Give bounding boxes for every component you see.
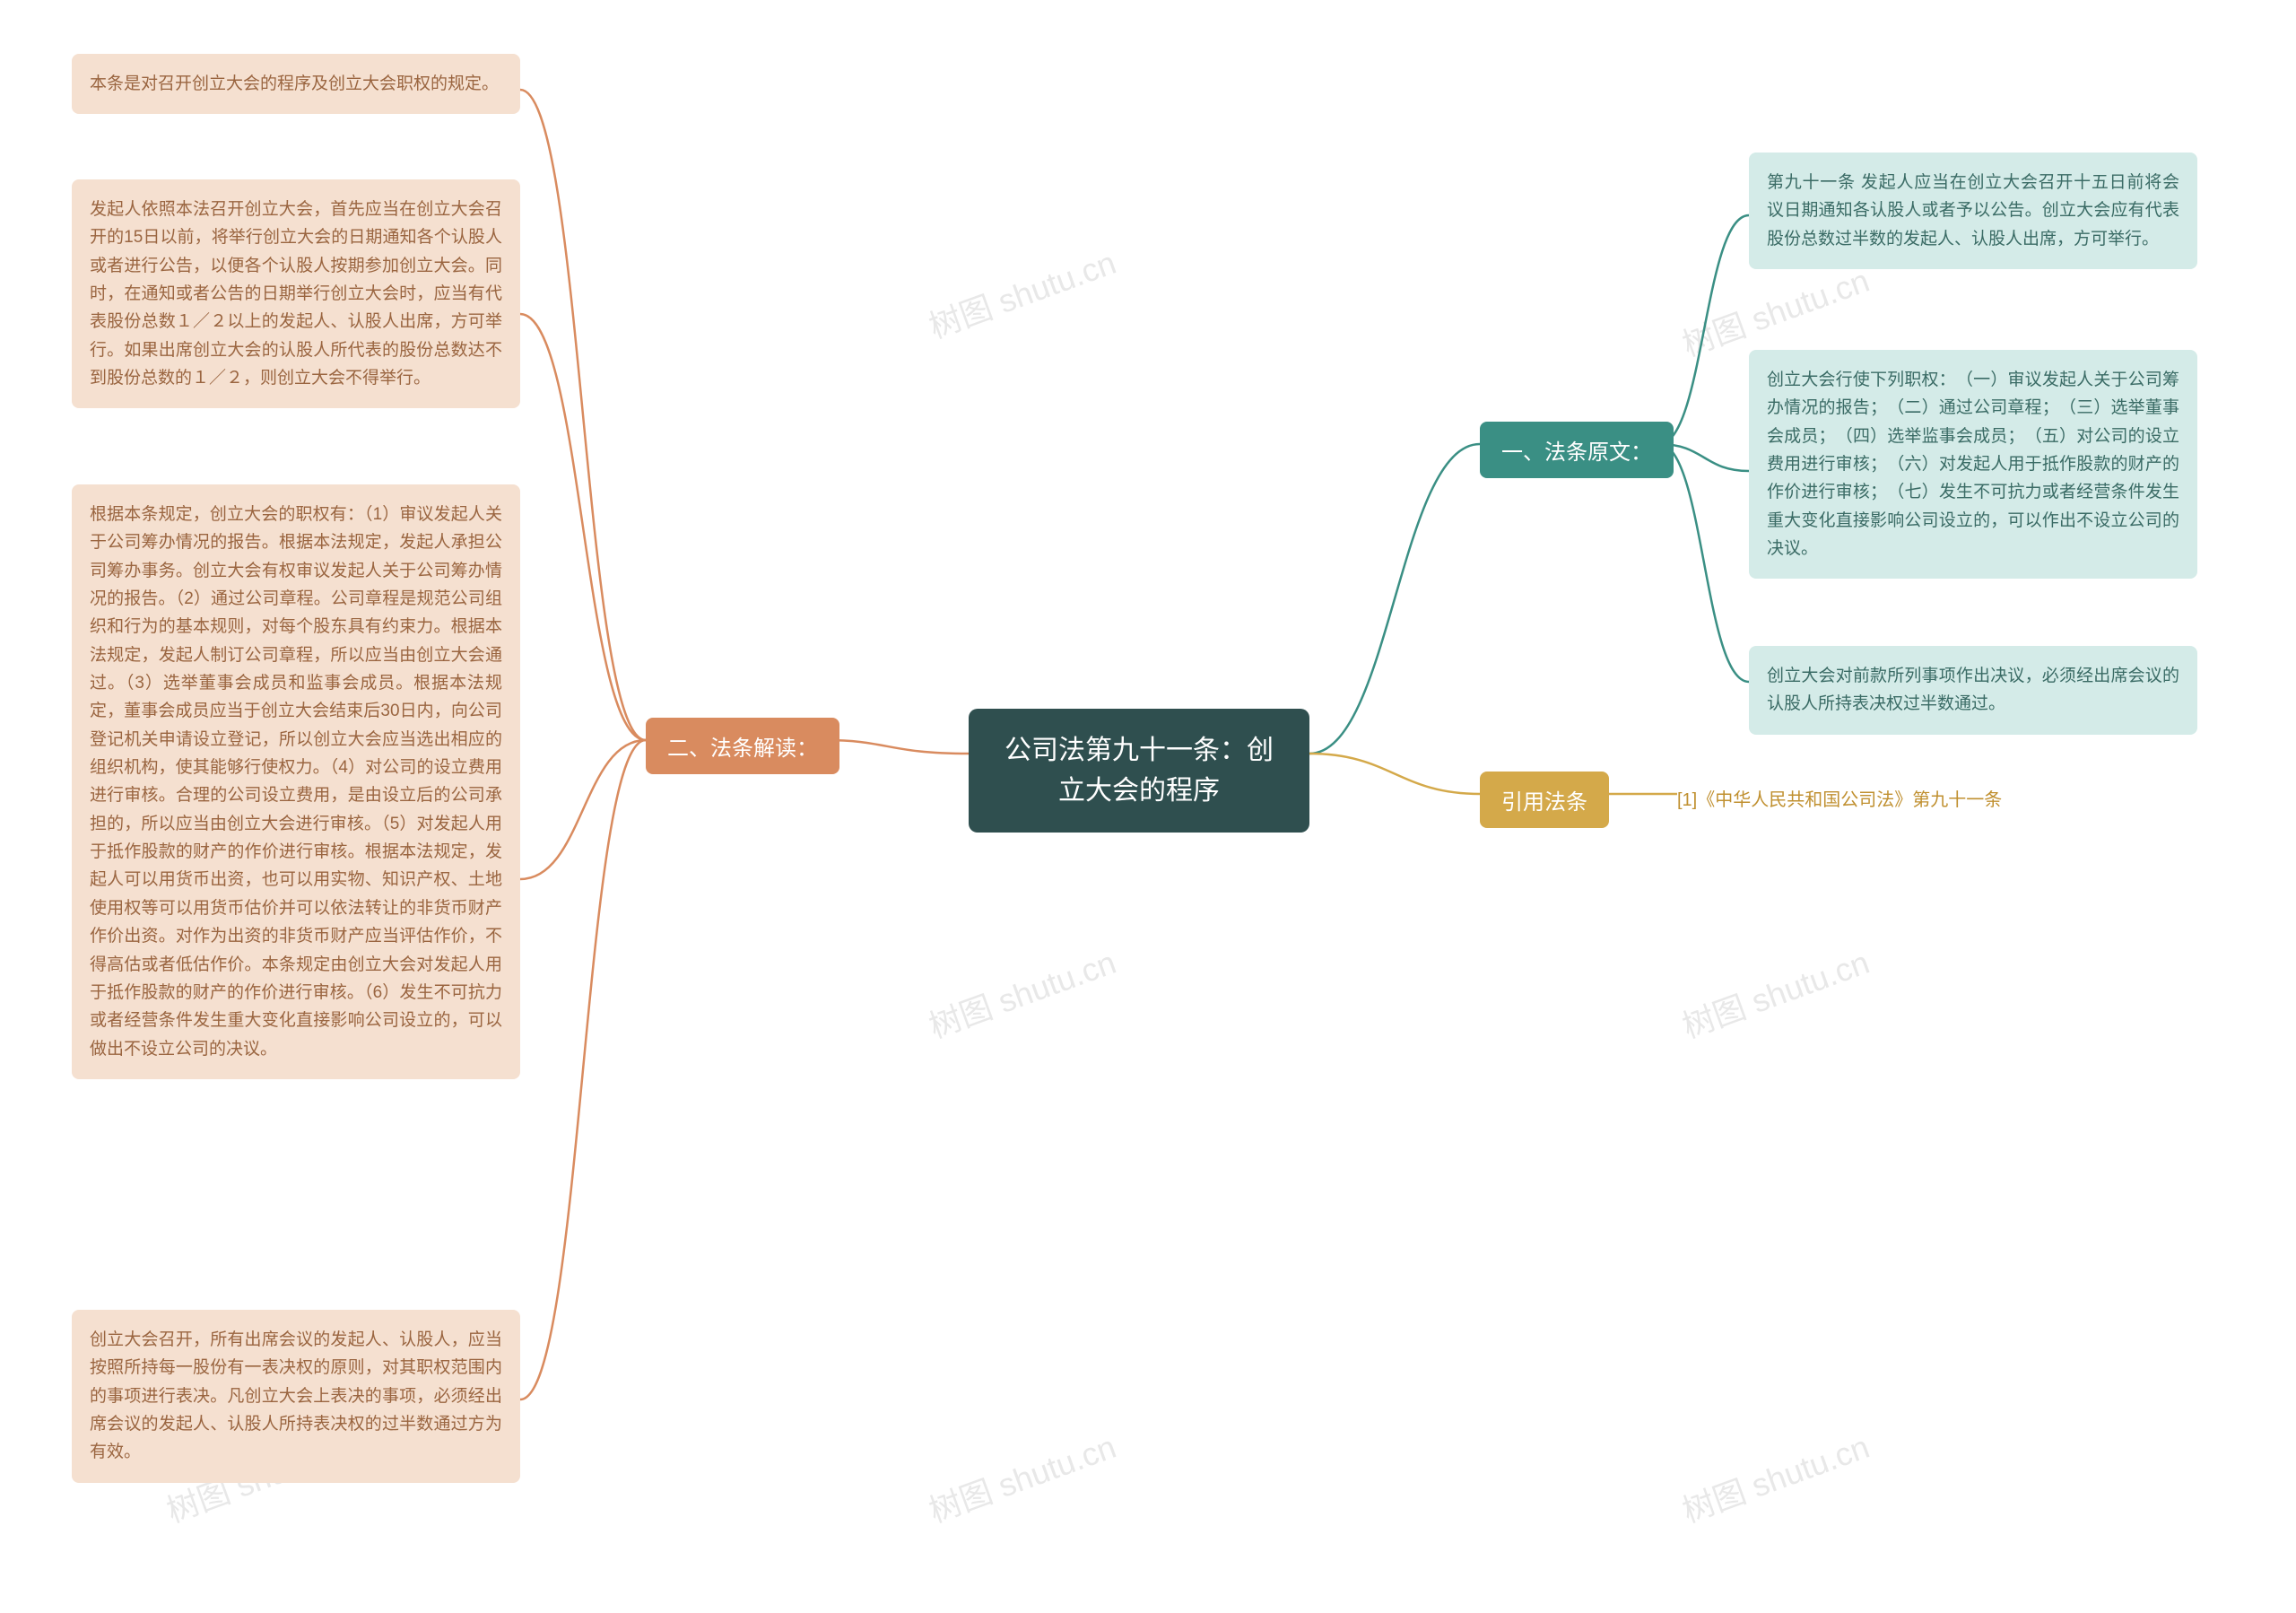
leaf-left1-1: 发起人依照本法召开创立大会，首先应当在创立大会召开的15日以前，将举行创立大会的… <box>72 179 520 408</box>
branch-right2-text: 引用法条 <box>1501 790 1587 815</box>
leaf-left1-1-text: 发起人依照本法召开创立大会，首先应当在创立大会召开的15日以前，将举行创立大会的… <box>90 200 502 388</box>
leaf-right1-0: 第九十一条 发起人应当在创立大会召开十五日前将会议日期通知各认股人或者予以公告。… <box>1749 153 2197 269</box>
leaf-left1-2: 根据本条规定，创立大会的职权有：（1）审议发起人关于公司筹办情况的报告。根据本法… <box>72 484 520 1079</box>
watermark: 树图 shutu.cn <box>1675 937 1875 1047</box>
branch-right2-label: 引用法条 <box>1480 772 1609 828</box>
leaf-right1-2-text: 创立大会对前款所列事项作出决议，必须经出席会议的认股人所持表决权过半数通过。 <box>1767 667 2179 713</box>
leaf-left1-3-text: 创立大会召开，所有出席会议的发起人、认股人，应当按照所持每一股份有一表决权的原则… <box>90 1330 502 1461</box>
watermark: 树图 shutu.cn <box>1675 1421 1875 1531</box>
branch-left1-label: 二、法条解读： <box>646 718 839 774</box>
leaf-right2-text: [1]《中华人民共和国公司法》第九十一条 <box>1677 785 2002 811</box>
leaf-right1-1-text: 创立大会行使下列职权： （一）审议发起人关于公司筹办情况的报告； （二）通过公司… <box>1767 371 2179 558</box>
leaf-right1-2: 创立大会对前款所列事项作出决议，必须经出席会议的认股人所持表决权过半数通过。 <box>1749 646 2197 735</box>
watermark: 树图 shutu.cn <box>922 237 1122 347</box>
leaf-left1-2-text: 根据本条规定，创立大会的职权有：（1）审议发起人关于公司筹办情况的报告。根据本法… <box>90 505 502 1059</box>
leaf-right1-0-text: 第九十一条 发起人应当在创立大会召开十五日前将会议日期通知各认股人或者予以公告。… <box>1767 173 2179 248</box>
leaf-left1-0: 本条是对召开创立大会的程序及创立大会职权的规定。 <box>72 54 520 114</box>
leaf-left1-0-text: 本条是对召开创立大会的程序及创立大会职权的规定。 <box>90 74 499 93</box>
leaf-left1-3: 创立大会召开，所有出席会议的发起人、认股人，应当按照所持每一股份有一表决权的原则… <box>72 1310 520 1483</box>
branch-right1-label: 一、法条原文： <box>1480 422 1674 478</box>
center-title: 公司法第九十一条：创立大会的程序 <box>1004 736 1274 806</box>
center-node: 公司法第九十一条：创立大会的程序 <box>969 709 1309 833</box>
watermark: 树图 shutu.cn <box>922 1421 1122 1531</box>
branch-right1-text: 一、法条原文： <box>1501 440 1652 465</box>
branch-left1-text: 二、法条解读： <box>667 737 818 761</box>
leaf-right1-1: 创立大会行使下列职权： （一）审议发起人关于公司筹办情况的报告； （二）通过公司… <box>1749 350 2197 579</box>
leaf-right2-content: [1]《中华人民共和国公司法》第九十一条 <box>1677 790 2002 810</box>
watermark: 树图 shutu.cn <box>922 937 1122 1047</box>
